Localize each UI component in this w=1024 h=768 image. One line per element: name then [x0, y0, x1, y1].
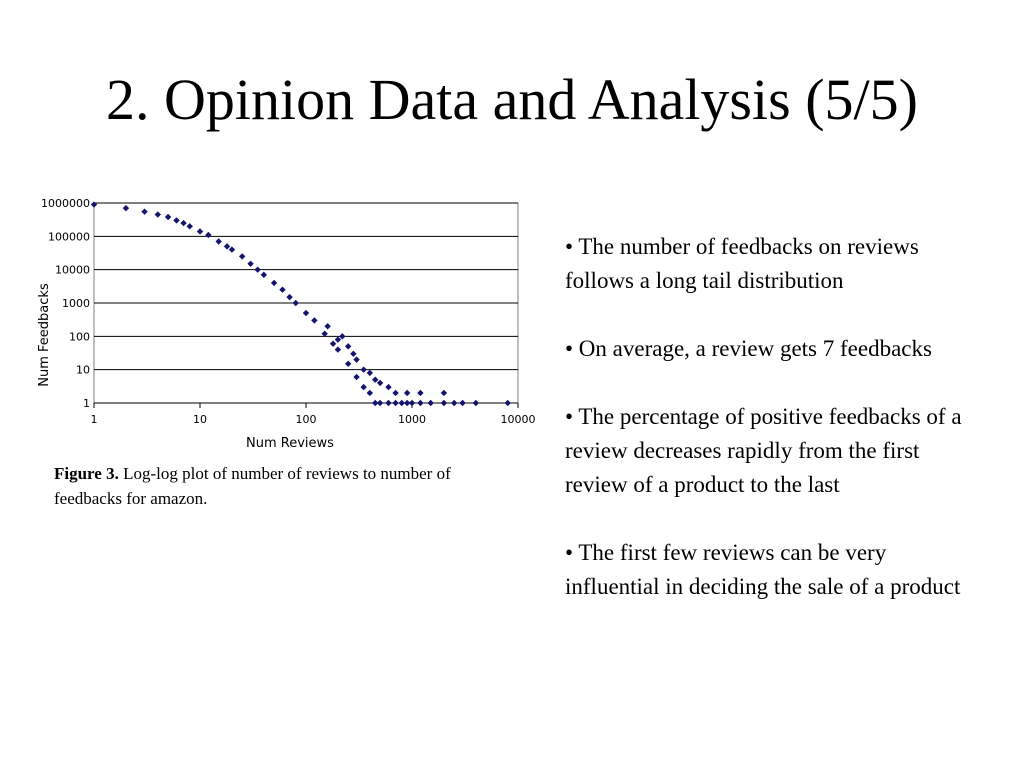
data-point — [403, 389, 411, 397]
data-point — [366, 389, 374, 397]
data-point — [302, 309, 310, 317]
data-point — [344, 360, 352, 367]
data-point — [324, 323, 331, 330]
data-point — [372, 399, 379, 407]
data-point — [417, 389, 424, 397]
data-point — [154, 211, 162, 218]
bullet-item: • On average, a review gets 7 feedbacks — [565, 336, 932, 361]
data-point — [450, 399, 458, 407]
data-point — [385, 399, 392, 407]
data-point — [122, 204, 130, 212]
data-point — [141, 208, 148, 215]
data-point — [292, 299, 299, 307]
data-point — [360, 366, 367, 373]
data-point — [196, 228, 204, 235]
data-point — [334, 336, 342, 343]
data-point — [504, 399, 511, 407]
data-point — [360, 383, 367, 391]
data-point — [417, 399, 424, 407]
data-point — [392, 399, 399, 407]
bullet-item: • The percentage of positive feedbacks o… — [565, 404, 962, 497]
data-point — [173, 217, 180, 224]
data-point — [403, 399, 411, 407]
data-point — [164, 213, 172, 221]
data-point — [247, 260, 254, 267]
bullet-list: • The number of feedbacks on reviews fol… — [565, 230, 985, 638]
data-point — [353, 373, 360, 381]
y-axis-label: Num Feedbacks — [37, 283, 52, 387]
data-point — [427, 399, 434, 407]
data-point — [440, 389, 448, 397]
y-tick-label: 100000 — [48, 230, 90, 243]
data-point — [215, 238, 222, 245]
x-axis-label: Num Reviews — [246, 436, 334, 451]
data-point — [339, 333, 346, 340]
data-point — [344, 343, 352, 350]
data-point — [366, 369, 374, 377]
plot-area: 1 10 100 1000 10000 100000 1000000 1 10 100 1000 10… — [41, 197, 536, 426]
data-point — [321, 330, 328, 337]
figure-caption-label: Figure 3. — [54, 464, 119, 483]
y-tick-label: 100 — [69, 330, 90, 343]
x-tick-label: 1 — [91, 413, 98, 426]
x-tick-label: 100 — [296, 413, 317, 426]
data-point — [286, 293, 293, 301]
data-point — [472, 399, 480, 407]
data-point — [186, 223, 193, 230]
bullet-item: • The number of feedbacks on reviews fol… — [565, 234, 919, 293]
data-point — [260, 271, 268, 279]
data-point — [311, 317, 318, 324]
bullet-item: • The first few reviews can be very infl… — [565, 540, 961, 599]
data-point — [392, 389, 399, 397]
data-point — [408, 399, 416, 407]
data-point — [353, 356, 360, 363]
data-point — [254, 266, 261, 273]
data-point — [223, 243, 231, 250]
data-point — [398, 399, 405, 407]
data-point — [350, 350, 357, 357]
y-tick-label: 1000 — [62, 297, 90, 310]
data-point — [90, 201, 98, 208]
data-point — [205, 231, 212, 239]
data-point — [238, 253, 246, 260]
data-point — [385, 383, 392, 391]
data-point — [334, 346, 342, 353]
y-tick-label: 10 — [76, 364, 90, 377]
data-point — [372, 376, 379, 383]
data-point — [270, 279, 278, 287]
data-point — [376, 399, 384, 407]
data-point — [228, 246, 236, 253]
data-point — [180, 219, 187, 227]
data-point — [329, 340, 337, 347]
figure-caption: Figure 3. Log-log plot of number of revi… — [54, 461, 504, 511]
y-tick-label: 10000 — [55, 264, 90, 277]
y-tick-label: 1000000 — [41, 197, 90, 210]
slide-title: 2. Opinion Data and Analysis (5/5) — [106, 67, 918, 132]
x-tick-label: 10000 — [501, 413, 536, 426]
y-tick-label: 1 — [83, 397, 90, 410]
data-point — [376, 379, 384, 387]
feedback-loglog-chart: 1 10 100 1000 10000 100000 1000000 1 10 100 1000 10… — [37, 197, 536, 451]
x-tick-label: 1000 — [398, 413, 426, 426]
x-tick-label: 10 — [193, 413, 207, 426]
data-point — [459, 399, 466, 407]
data-point — [279, 286, 286, 293]
figure-caption-text: Log-log plot of number of reviews to num… — [54, 464, 451, 508]
data-point — [440, 399, 448, 407]
